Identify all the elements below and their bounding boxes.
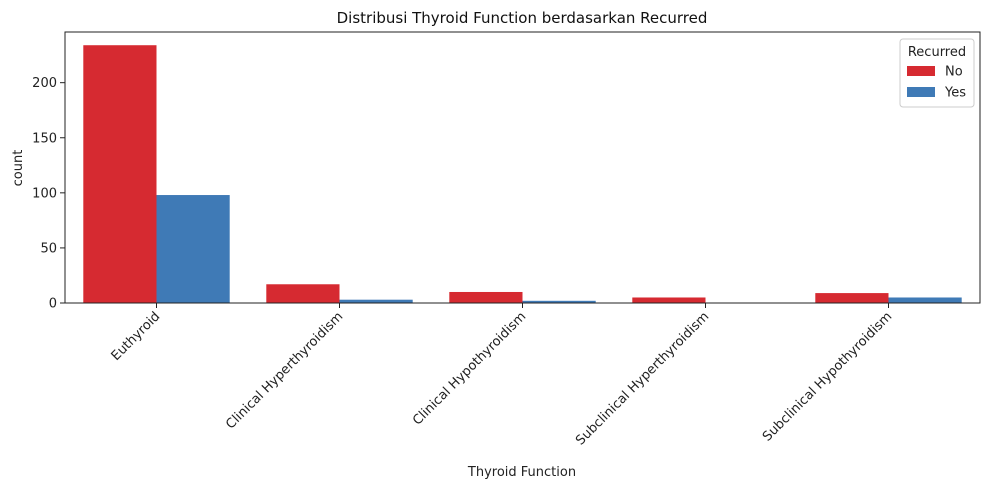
bar-no-4 <box>815 293 889 303</box>
legend-label-yes: Yes <box>944 86 966 101</box>
x-tick-label-3: Subclinical Hyperthyroidism <box>573 309 712 448</box>
x-tick-label-2: Clinical Hypothyroidism <box>410 309 529 428</box>
y-tick-label-0: 0 <box>49 297 57 312</box>
legend: Recurred No Yes <box>899 38 975 108</box>
y-tick-label-3: 150 <box>32 131 57 146</box>
y-axis-title: count <box>11 150 26 187</box>
x-tick-label-4: Subclinical Hypothyroidism <box>760 309 895 444</box>
legend-label-no: No <box>945 65 963 80</box>
bar-yes-2 <box>522 300 596 303</box>
plot-area: 0 50 100 150 200 Euthyroid Clinical Hyperthyro… <box>32 31 981 448</box>
chart-title: Distribusi Thyroid Function berdasarkan … <box>337 9 708 27</box>
y-tick-label-2: 100 <box>32 186 57 201</box>
y-tick-label-4: 200 <box>32 76 57 91</box>
bar-no-3 <box>632 297 706 303</box>
bar-no-1 <box>266 284 340 303</box>
legend-items: No Yes <box>907 65 966 101</box>
bar-yes-0 <box>156 195 230 303</box>
x-tick-label-0: Euthyroid <box>109 309 164 364</box>
legend-swatch-yes <box>907 87 935 97</box>
x-axis-title: Thyroid Function <box>467 465 576 480</box>
legend-swatch-no <box>907 66 935 76</box>
bar-no-2 <box>449 291 523 303</box>
bar-yes-1 <box>339 299 413 303</box>
legend-title: Recurred <box>908 45 966 60</box>
y-tick-label-1: 50 <box>40 241 57 256</box>
bar-no-0 <box>83 45 157 303</box>
x-tick-label-1: Clinical Hyperthyroidism <box>223 309 346 432</box>
bar-yes-4 <box>888 297 962 303</box>
